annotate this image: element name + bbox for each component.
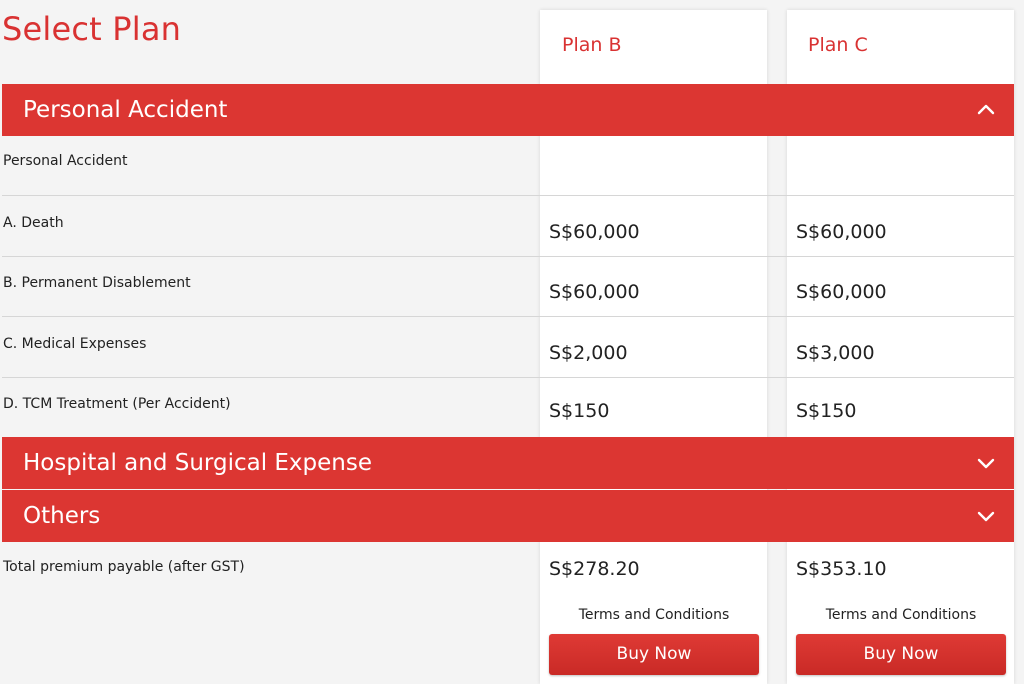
section-others[interactable]: Others <box>2 490 1014 542</box>
benefit-label: B. Permanent Disablement <box>3 275 191 291</box>
plan-b-value: S$150 <box>549 400 610 422</box>
section-personal-accident[interactable]: Personal Accident <box>2 84 1014 136</box>
section-title: Others <box>23 503 101 529</box>
benefit-group-header: Personal Accident <box>2 136 1014 196</box>
plan-b-terms-link[interactable]: Terms and Conditions <box>578 607 730 623</box>
plan-b-buy-now-button[interactable]: Buy Now <box>549 634 759 675</box>
total-premium-label: Total premium payable (after GST) <box>3 559 245 575</box>
plan-c-value: S$150 <box>796 400 857 422</box>
benefit-group-label: Personal Accident <box>3 153 128 169</box>
benefit-label: C. Medical Expenses <box>3 336 147 352</box>
chevron-down-icon <box>977 458 995 469</box>
chevron-up-icon <box>977 104 995 115</box>
section-title: Personal Accident <box>23 97 228 123</box>
plan-c-total-premium: S$353.10 <box>796 558 887 580</box>
plan-b-total-premium: S$278.20 <box>549 558 640 580</box>
plan-c-heading: Plan C <box>808 34 868 56</box>
plan-c-buy-now-button[interactable]: Buy Now <box>796 634 1006 675</box>
plan-b-value: S$2,000 <box>549 342 628 364</box>
table-row: A. Death S$60,000 S$60,000 <box>2 197 1014 257</box>
table-row: C. Medical Expenses S$2,000 S$3,000 <box>2 318 1014 378</box>
table-row: B. Permanent Disablement S$60,000 S$60,0… <box>2 257 1014 317</box>
plan-b-heading: Plan B <box>562 34 622 56</box>
plan-c-value: S$60,000 <box>796 221 887 243</box>
plan-c-value: S$3,000 <box>796 342 875 364</box>
chevron-down-icon <box>977 511 995 522</box>
section-hospital-surgical-expense[interactable]: Hospital and Surgical Expense <box>2 437 1014 489</box>
plan-c-terms-link[interactable]: Terms and Conditions <box>825 607 977 623</box>
page-title: Select Plan <box>2 10 182 48</box>
benefit-label: D. TCM Treatment (Per Accident) <box>3 396 231 412</box>
benefit-label: A. Death <box>3 215 64 231</box>
section-title: Hospital and Surgical Expense <box>23 450 372 476</box>
plan-c-value: S$60,000 <box>796 281 887 303</box>
plan-b-value: S$60,000 <box>549 221 640 243</box>
table-row: D. TCM Treatment (Per Accident) S$150 S$… <box>2 378 1014 438</box>
plan-b-value: S$60,000 <box>549 281 640 303</box>
